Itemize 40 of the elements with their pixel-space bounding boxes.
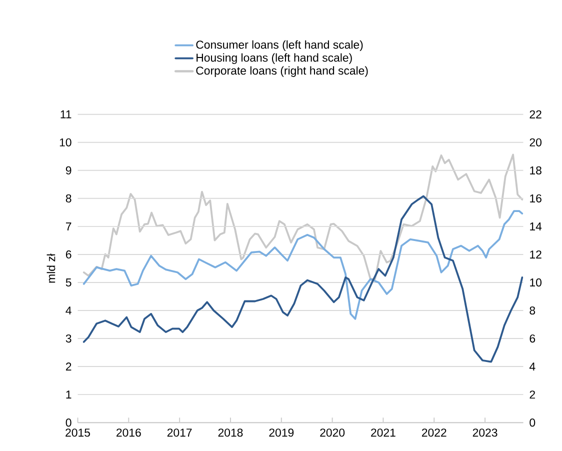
x-tick-label: 2022 bbox=[422, 428, 446, 436]
x-tick-label: 2020 bbox=[320, 428, 345, 436]
x-tick-label: 2017 bbox=[167, 428, 192, 436]
y2-tick-label: 12 bbox=[530, 250, 542, 258]
y2-tick-label: 18 bbox=[530, 166, 542, 174]
x-tick-label: 2016 bbox=[116, 428, 141, 436]
y2-tick-label: 20 bbox=[530, 138, 542, 146]
legend-label: Housing loans (left hand scale) bbox=[196, 53, 352, 64]
y2-tick-label: 14 bbox=[530, 222, 542, 230]
x-tick-label: 2018 bbox=[218, 428, 243, 436]
y2-tick-label: 8 bbox=[530, 306, 536, 314]
y-tick-label: 8 bbox=[66, 194, 72, 202]
y-tick-label: 10 bbox=[60, 138, 72, 146]
x-tick-label: 2015 bbox=[66, 428, 90, 436]
y2-tick-label: 0 bbox=[530, 418, 536, 426]
y-tick-label: 4 bbox=[66, 306, 72, 314]
y2-tick-label: 2 bbox=[530, 390, 535, 398]
y-tick-label: 6 bbox=[66, 250, 72, 258]
y-axis-title: mld zł bbox=[46, 253, 56, 282]
x-tick-label: 2023 bbox=[472, 428, 498, 436]
y-tick-label: 0 bbox=[66, 418, 72, 426]
y-tick-label: 2 bbox=[66, 362, 72, 370]
line-series bbox=[82, 195, 524, 363]
x-tick-label: 2021 bbox=[371, 428, 396, 436]
legend-label: Consumer loans (left hand scale) bbox=[196, 40, 363, 51]
legend-label: Corporate loans (right hand scale) bbox=[196, 66, 368, 77]
line-series bbox=[82, 154, 524, 280]
y2-tick-label: 10 bbox=[530, 278, 542, 286]
y2-tick-label: 16 bbox=[530, 194, 542, 202]
y2-tick-label: 4 bbox=[529, 362, 536, 370]
y-tick-label: 5 bbox=[66, 278, 72, 286]
y-tick-label: 9 bbox=[66, 166, 72, 174]
y2-tick-label: 6 bbox=[530, 334, 536, 342]
x-tick-label: 2019 bbox=[269, 428, 294, 436]
y-tick-label: 7 bbox=[66, 222, 72, 230]
y-tick-label: 11 bbox=[60, 110, 72, 118]
y-tick-label: 1 bbox=[66, 390, 72, 398]
line-series bbox=[82, 210, 524, 320]
y-tick-label: 3 bbox=[66, 334, 72, 342]
y2-tick-label: 22 bbox=[530, 110, 542, 118]
